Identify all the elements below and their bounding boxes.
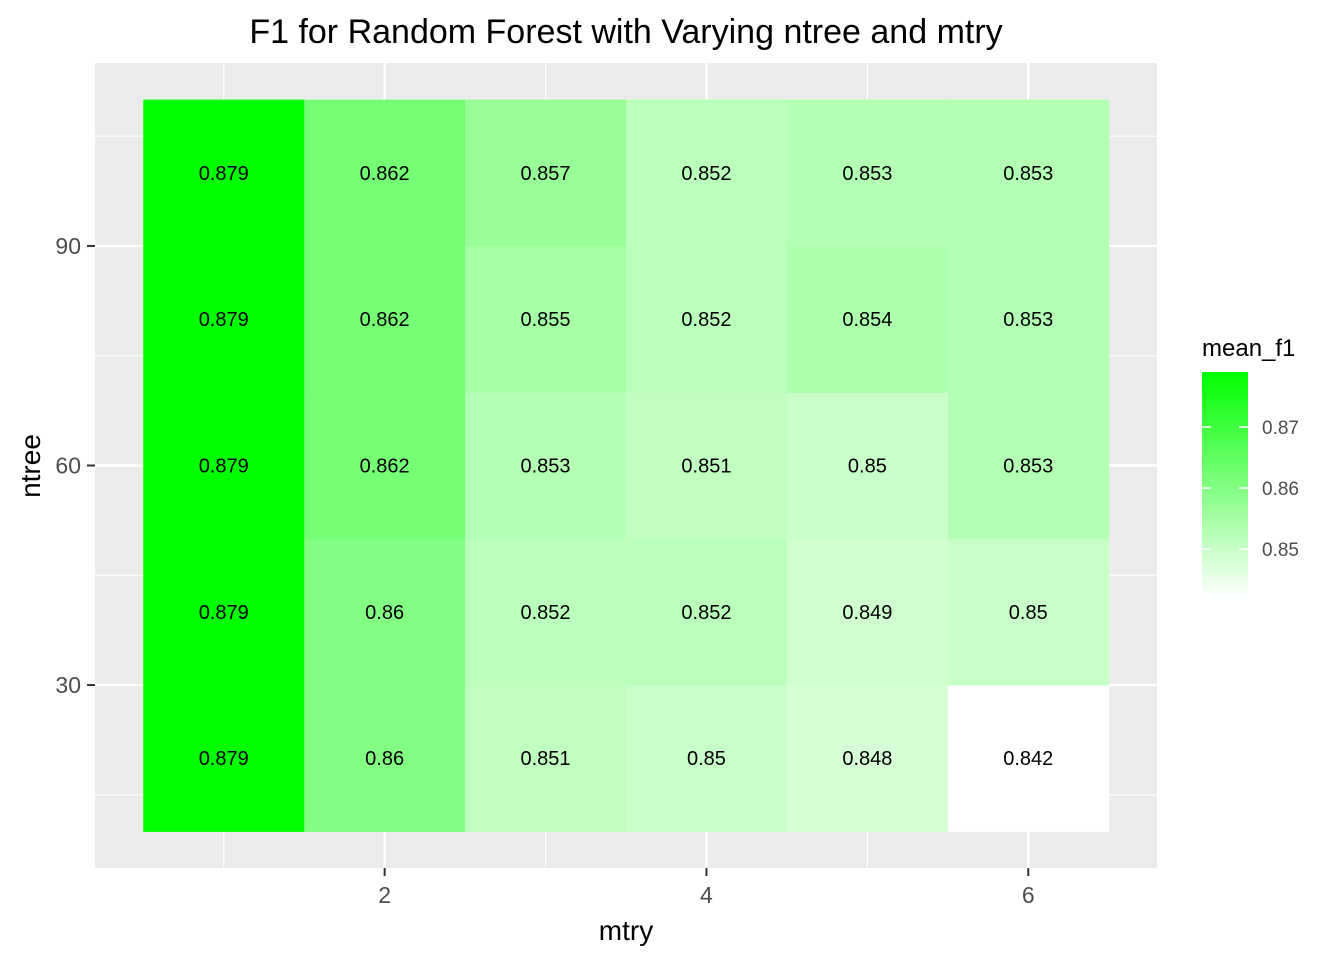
cell-value-label: 0.86 [365, 748, 404, 770]
cell-value-label: 0.851 [681, 456, 731, 478]
heatmap-cell [304, 392, 466, 540]
cell-value-label: 0.854 [842, 309, 892, 331]
heatmap-cell [465, 245, 627, 393]
heatmap-cell [786, 99, 949, 247]
cell-value-label: 0.85 [687, 748, 726, 770]
cell-value-label: 0.879 [199, 309, 249, 331]
cell-value-label: 0.855 [521, 309, 571, 331]
heatmap-cell [143, 685, 305, 832]
y-tick-label: 60 [55, 453, 81, 479]
color-legend: mean_f1 0.85 0.86 0.87 [1202, 335, 1299, 598]
x-tick-label: 4 [700, 882, 713, 908]
cell-value-label: 0.849 [842, 602, 892, 624]
cell-value-label: 0.851 [521, 748, 571, 770]
heatmap-cell [786, 538, 949, 686]
heatmap-cell [947, 538, 1110, 686]
heatmap-cell [304, 685, 466, 832]
y-axis: 30 60 90 [55, 233, 95, 698]
cell-value-label: 0.853 [1003, 309, 1053, 331]
cell-value-label: 0.879 [199, 163, 249, 185]
y-axis-title: ntree [15, 434, 46, 498]
y-tick-label: 30 [55, 672, 81, 698]
heatmap-cell [786, 392, 949, 540]
y-tick-label: 90 [55, 233, 81, 259]
cell-value-label: 0.862 [360, 163, 410, 185]
cell-value-label: 0.852 [521, 602, 571, 624]
cell-value-label: 0.853 [521, 456, 571, 478]
heatmap-cell [626, 99, 788, 247]
x-axis-title: mtry [599, 915, 653, 946]
chart-title: F1 for Random Forest with Varying ntree … [249, 13, 1002, 51]
legend-tick-label: 0.86 [1262, 479, 1299, 500]
heatmap-cell [626, 245, 788, 393]
heatmap-cell [786, 245, 949, 393]
legend-title: mean_f1 [1202, 335, 1295, 362]
heatmap-cell [304, 99, 466, 247]
cell-value-label: 0.848 [842, 748, 892, 770]
heatmap-cell [143, 538, 305, 686]
heatmap-cell [143, 245, 305, 393]
cell-value-label: 0.879 [199, 602, 249, 624]
cell-value-label: 0.853 [842, 163, 892, 185]
cell-value-label: 0.852 [681, 309, 731, 331]
legend-tick-label: 0.85 [1262, 540, 1299, 561]
heatmap-cell [947, 99, 1110, 247]
legend-ticks: 0.85 0.86 0.87 [1202, 418, 1299, 561]
heatmap-cell [465, 99, 627, 247]
heatmap-cell [947, 685, 1110, 832]
heatmap-cell [143, 392, 305, 540]
cell-value-label: 0.852 [681, 163, 731, 185]
cell-value-label: 0.857 [521, 163, 571, 185]
cell-value-label: 0.879 [199, 748, 249, 770]
cell-value-label: 0.853 [1003, 456, 1053, 478]
heatmap-cell [304, 245, 466, 393]
heatmap-cell [626, 685, 788, 832]
cell-value-label: 0.842 [1003, 748, 1053, 770]
x-tick-label: 2 [378, 882, 391, 908]
cell-value-label: 0.862 [360, 456, 410, 478]
heatmap-cells [143, 99, 1110, 832]
heatmap-cell [947, 392, 1110, 540]
cell-value-label: 0.86 [365, 602, 404, 624]
cell-value-label: 0.85 [1009, 602, 1048, 624]
cell-value-label: 0.85 [848, 456, 887, 478]
heatmap-cell [465, 392, 627, 540]
cell-labels: 0.879 0.86 0.851 0.85 0.848 0.842 0.879 0.86 0.8… [199, 163, 1054, 770]
legend-tick-label: 0.87 [1262, 418, 1299, 439]
legend-colorbar [1202, 372, 1248, 598]
x-tick-label: 6 [1022, 882, 1035, 908]
heatmap-cell [304, 538, 466, 686]
heatmap-cell [786, 685, 949, 832]
heatmap-cell [143, 99, 305, 247]
cell-value-label: 0.853 [1003, 163, 1053, 185]
cell-value-label: 0.862 [360, 309, 410, 331]
heatmap-cell [947, 245, 1110, 393]
heatmap-cell [626, 538, 788, 686]
cell-value-label: 0.879 [199, 456, 249, 478]
x-axis: 2 4 6 [378, 868, 1035, 908]
cell-value-label: 0.852 [681, 602, 731, 624]
heatmap-cell [626, 392, 788, 540]
heatmap-cell [465, 538, 627, 686]
heatmap-cell [465, 685, 627, 832]
